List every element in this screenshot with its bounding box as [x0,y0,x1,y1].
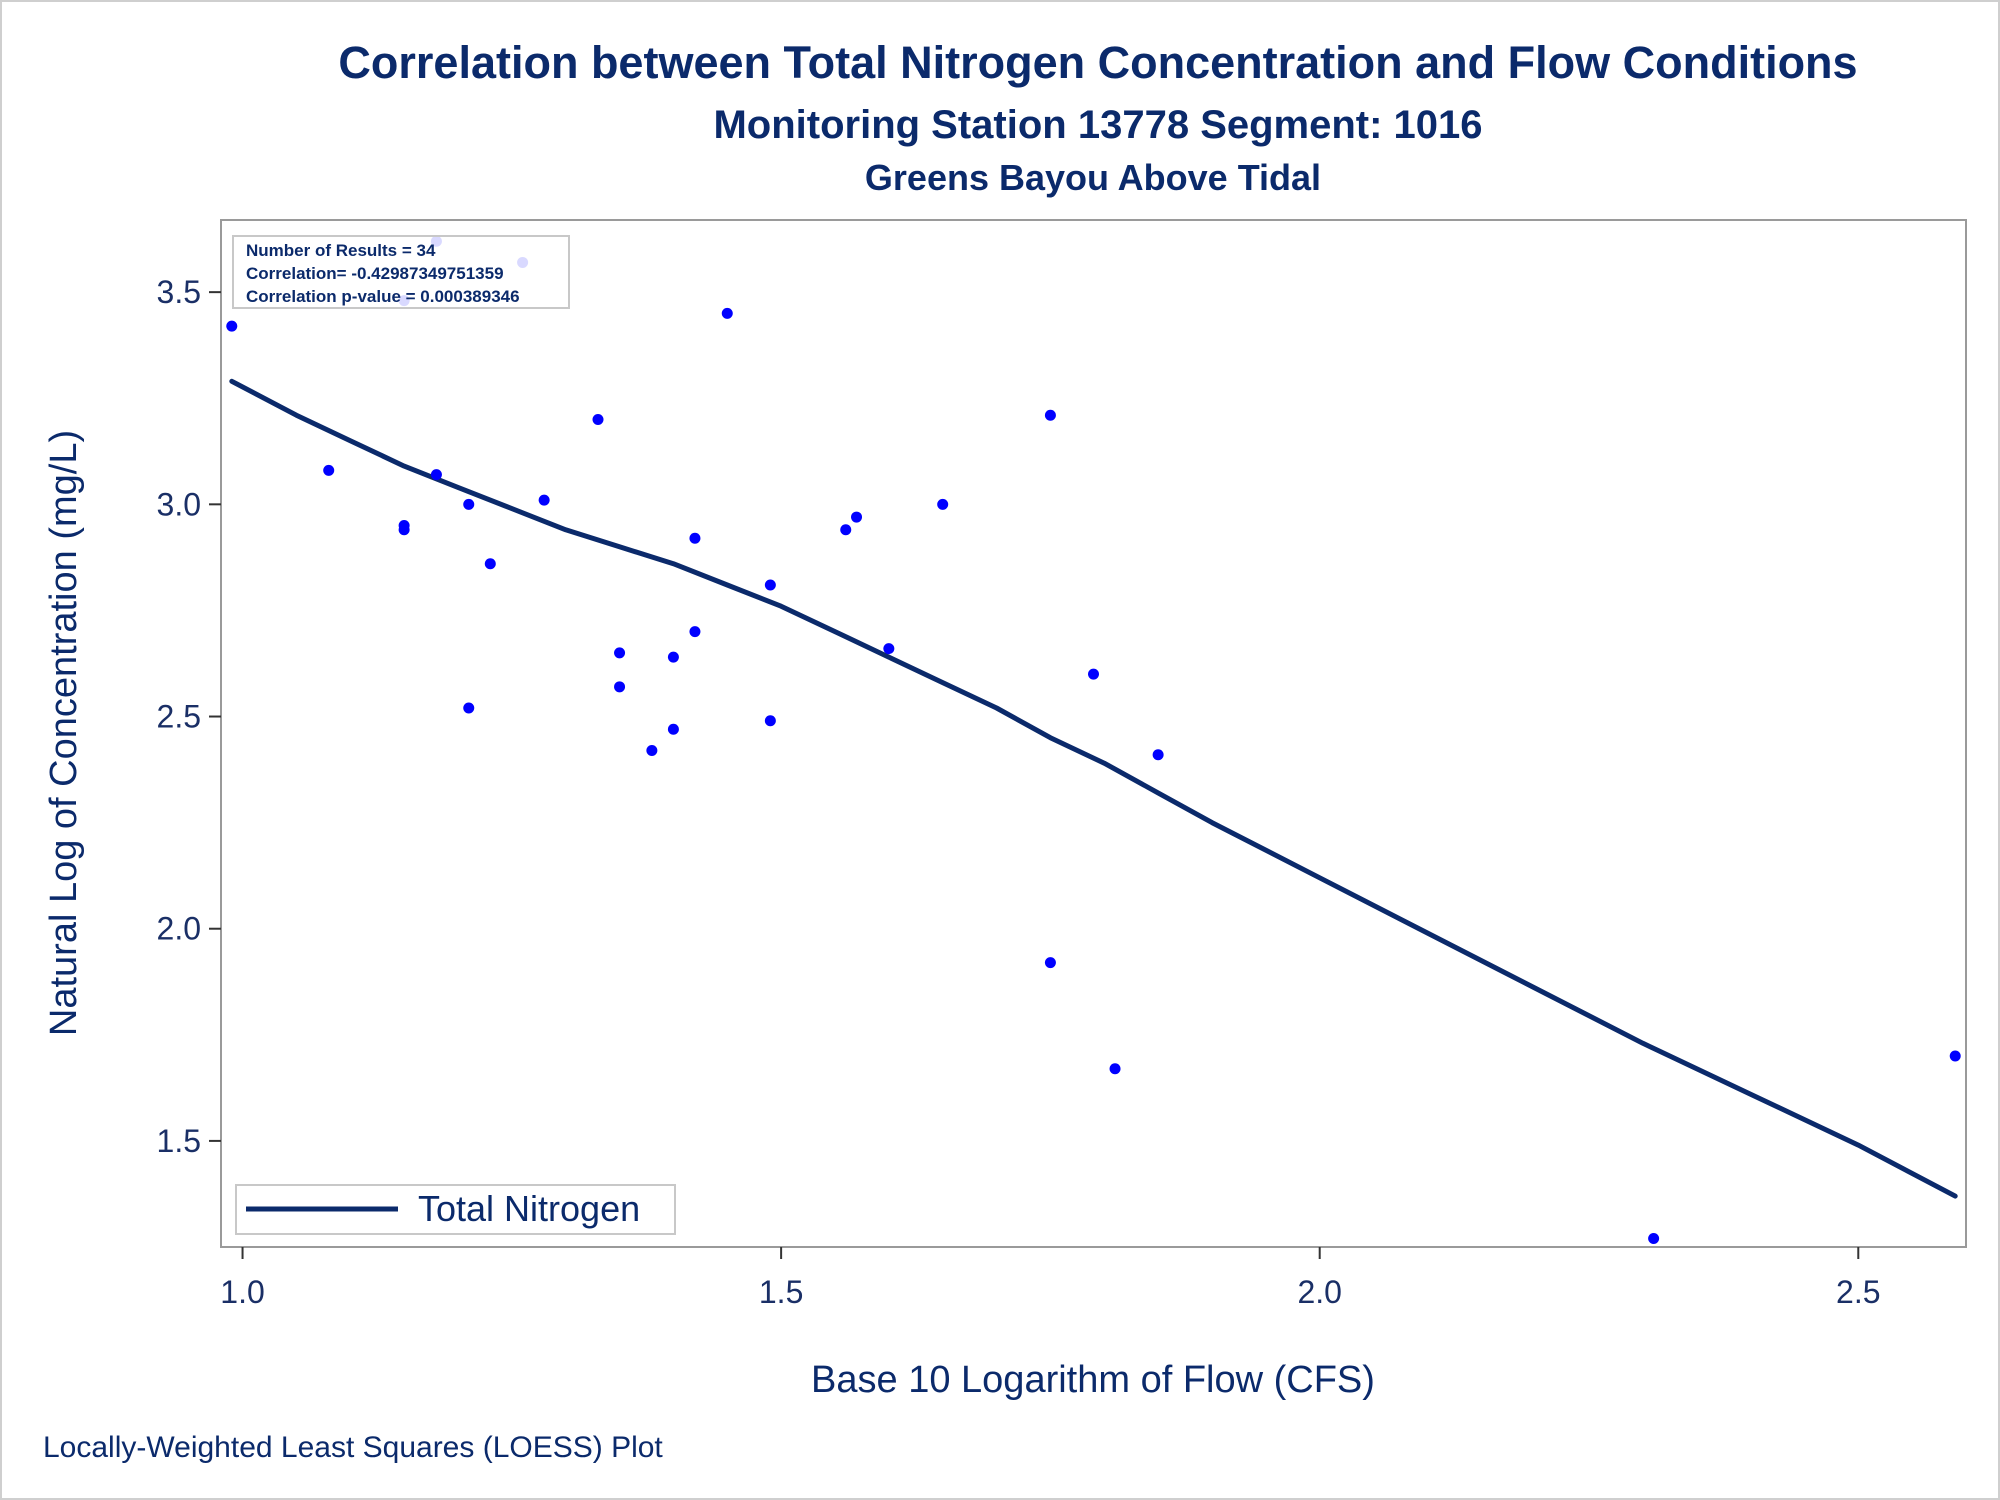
data-point [764,579,776,591]
data-point [689,626,701,638]
y-axis-label: Natural Log of Concentration (mg/L) [43,430,85,1036]
legend-frame [235,1184,676,1235]
x-axis-label: Base 10 Logarithm of Flow (CFS) [811,1359,1375,1401]
data-point [1152,749,1164,761]
data-point [646,744,658,756]
stats-count: Number of Results = 34 [246,241,436,260]
chart-title: Correlation between Total Nitrogen Conce… [338,37,1857,88]
footnote: Locally-Weighted Least Squares (LOESS) P… [43,1431,663,1464]
data-point [689,532,701,544]
stats-box: Number of Results = 34 Correlation= -0.4… [232,235,570,309]
data-point [667,723,679,735]
y-tick-label: 2.0 [157,911,201,947]
data-point [851,511,863,523]
data-point [430,469,442,481]
x-tick-label: 2.0 [1297,1274,1341,1310]
y-tick-label: 3.0 [157,486,201,522]
data-point [721,307,733,319]
data-point [463,702,475,714]
data-point [1044,409,1056,421]
data-point [323,464,335,476]
data-point [1044,957,1056,969]
stats-p-value: Correlation p-value = 0.000389346 [246,287,520,306]
data-point [538,494,550,506]
chart-subtitle-segment-name: Greens Bayou Above Tidal [865,157,1321,198]
x-tick-label: 2.5 [1836,1274,1880,1310]
data-point [840,524,852,536]
data-point [226,320,238,332]
data-point [1088,668,1099,680]
y-tick-label: 2.5 [157,699,201,735]
legend-label: Total Nitrogen [418,1188,640,1229]
loess-line-group [229,378,1958,1199]
data-point [1109,1063,1121,1075]
data-point [1949,1050,1961,1062]
data-point [484,558,496,570]
data-point [883,643,895,655]
data-point [463,498,475,510]
data-point [614,681,626,693]
stats-box-frame [232,235,570,309]
data-point [937,498,949,510]
data-point [764,715,776,727]
data-point [398,524,410,536]
y-tick-label: 3.5 [157,274,201,310]
x-tick-label: 1.5 [759,1274,803,1310]
y-tick-label: 1.5 [157,1123,201,1159]
legend: Total Nitrogen [235,1184,676,1235]
stats-correlation: Correlation= -0.42987349751359 [246,264,504,283]
loess-line-total-nitrogen [229,378,1958,1199]
data-point [1648,1233,1660,1245]
y-axis: 1.5 2.0 2.5 3.0 3.5 [157,274,221,1159]
x-axis: 1.0 1.5 2.0 2.5 [220,1247,1881,1310]
x-tick-label: 1.0 [220,1274,264,1310]
plot-area: 1.5 2.0 2.5 3.0 3.5 1.0 1.5 2.0 2.5 Number of R… [157,219,1967,1310]
data-point [592,413,604,425]
chart-subtitle-station: Monitoring Station 13778 Segment: 1016 [713,103,1482,147]
data-point [614,647,626,659]
data-point [667,651,679,663]
plot-frame [220,219,1967,1248]
